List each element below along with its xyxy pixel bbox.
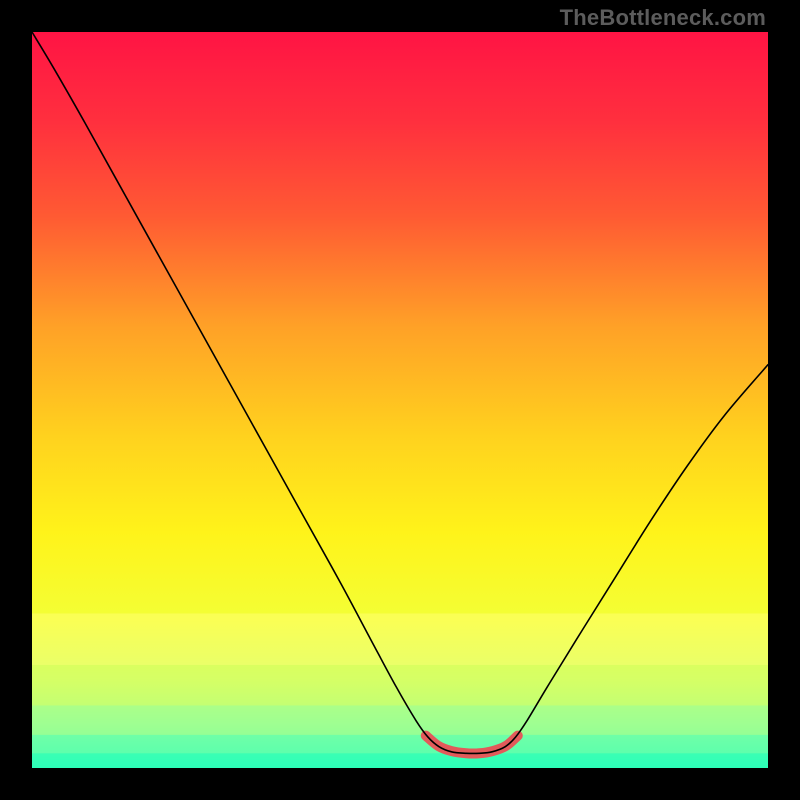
watermark-text: TheBottleneck.com xyxy=(560,5,766,31)
trough-highlight xyxy=(426,736,518,754)
curve-layer xyxy=(32,32,768,768)
plot-frame xyxy=(32,32,768,768)
bottleneck-curve xyxy=(32,32,768,753)
